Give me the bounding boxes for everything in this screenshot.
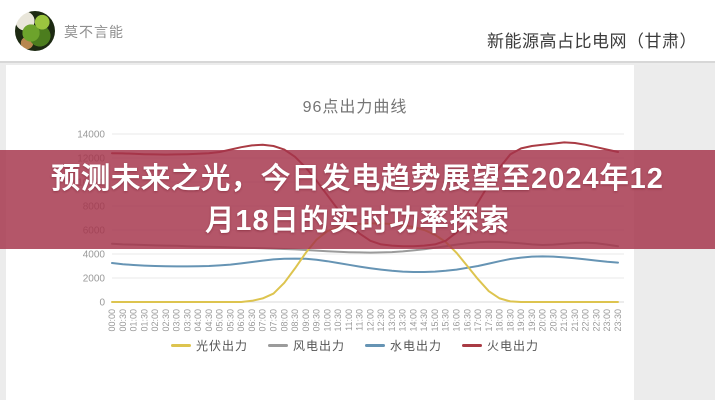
legend-item-thermal[interactable]: 火电出力 xyxy=(462,337,539,354)
chart-legend: 光伏出力 风电出力 水电出力 火电出力 xyxy=(0,337,710,354)
avatar[interactable] xyxy=(15,11,55,51)
thermal-legend-swatch xyxy=(462,344,483,347)
legend-item-hydro[interactable]: 水电出力 xyxy=(365,337,442,354)
profile-name: 莫不言能 xyxy=(64,24,124,40)
header-bar: 莫不言能 新能源高占比电网（甘肃） xyxy=(0,0,715,63)
legend-item-wind[interactable]: 风电出力 xyxy=(267,337,345,354)
chart-title: 96点出力曲线 xyxy=(302,99,408,116)
pv-legend-label: 光伏出力 xyxy=(195,339,248,353)
headline-line-2: 月18日的实时功率探索 xyxy=(205,204,510,237)
wind-legend-swatch xyxy=(267,344,288,347)
page-title: 新能源高占比电网（甘肃） xyxy=(487,32,697,51)
thermal-legend-label: 火电出力 xyxy=(487,339,540,353)
hydro-legend-label: 水电出力 xyxy=(390,339,443,353)
wind-legend-label: 风电出力 xyxy=(292,339,345,353)
hydro-legend-swatch xyxy=(365,344,385,347)
headline-line-1: 预测未来之光，今日发电趋势展望至2024年12 xyxy=(51,162,664,195)
legend-item-pv[interactable]: 光伏出力 xyxy=(170,337,248,354)
pv-legend-swatch xyxy=(170,344,191,347)
headline-overlay: 预测未来之光，今日发电趋势展望至2024年12 月18日的实时功率探索 xyxy=(0,150,715,249)
